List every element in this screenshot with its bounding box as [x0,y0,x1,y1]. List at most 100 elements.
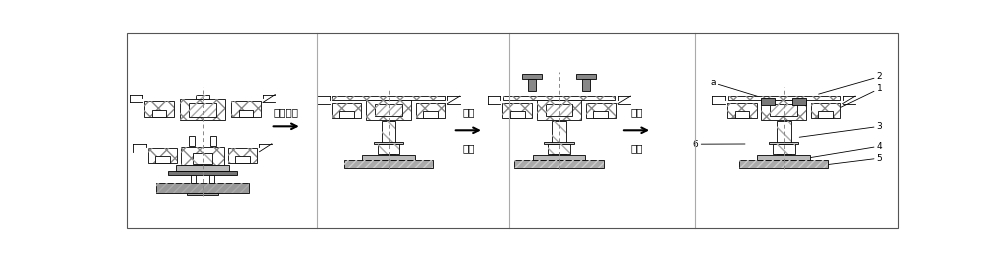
Bar [144,101,174,117]
Bar [544,142,574,144]
Text: 3: 3 [799,122,883,137]
Bar [739,160,828,168]
Bar [144,101,174,117]
Bar [761,101,806,120]
Text: 定位校正: 定位校正 [274,107,299,117]
Text: 1: 1 [840,84,883,108]
Bar [228,148,257,163]
Bar [777,121,791,154]
Bar [773,144,795,154]
Bar [332,103,361,118]
Bar [811,103,840,118]
Bar [196,95,209,99]
Bar [189,103,216,117]
Bar [503,96,615,101]
Bar [728,96,840,101]
Bar [332,96,445,101]
Bar [739,160,828,168]
Bar [362,155,415,160]
Bar [727,103,757,118]
Bar [366,101,411,120]
Bar [792,98,806,105]
Bar [180,99,225,120]
Bar [196,95,209,99]
Bar [586,103,616,118]
Bar [769,142,798,144]
Bar [239,110,253,117]
Bar [423,111,438,118]
Bar [156,183,249,193]
Bar [382,121,395,154]
Text: 固定: 固定 [630,143,643,153]
Bar [209,175,214,183]
Bar [374,142,403,144]
Bar [502,103,532,118]
Bar [156,183,249,193]
Bar [552,121,566,154]
Bar [366,101,411,120]
Bar [375,104,402,116]
Text: 装配: 装配 [462,107,475,117]
Bar [818,111,833,118]
Bar [210,136,216,146]
Text: 4: 4 [811,142,882,157]
Bar [761,98,775,105]
Bar [552,121,566,154]
Text: 2: 2 [819,72,882,94]
Bar [522,74,542,79]
Bar [193,152,212,164]
Bar [510,111,525,118]
Bar [773,144,795,154]
Bar [761,101,806,120]
Bar [191,175,196,183]
Bar [514,160,604,168]
Bar [152,110,166,117]
Bar [168,171,237,175]
Bar [533,155,585,160]
Bar [735,111,749,118]
Text: 连接: 连接 [462,143,475,153]
Bar [332,96,445,101]
Bar [514,160,604,168]
Bar [344,160,433,168]
Bar [155,156,170,163]
Bar [378,144,399,154]
Bar [770,104,797,116]
Bar [811,103,840,118]
Bar [727,103,757,118]
Bar [586,103,616,118]
Text: a: a [710,78,767,99]
Bar [181,147,224,165]
Text: 装配: 装配 [630,107,643,117]
Bar [528,79,536,91]
Bar [176,165,229,171]
Bar [546,104,572,116]
Bar [193,152,212,164]
Bar [189,136,195,146]
Bar [576,74,596,79]
Bar [189,103,216,117]
Bar [503,96,615,101]
Bar [757,155,810,160]
Bar [235,156,250,163]
Bar [770,104,797,116]
Bar [416,103,445,118]
Bar [537,101,581,120]
Bar [593,111,608,118]
Bar [582,79,590,91]
Bar [231,101,261,117]
Bar [537,101,581,120]
Bar [548,144,570,154]
Bar [375,104,402,116]
Bar [344,160,433,168]
Bar [548,144,570,154]
Bar [339,111,354,118]
Bar [728,96,840,101]
Bar [777,121,791,154]
Bar [187,193,218,195]
Bar [181,147,224,165]
Text: 6: 6 [693,140,745,149]
Bar [228,148,257,163]
Bar [416,103,445,118]
Text: 5: 5 [829,154,883,164]
